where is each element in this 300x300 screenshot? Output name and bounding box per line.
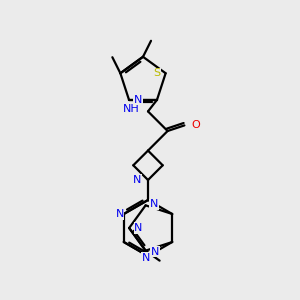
Text: N: N: [151, 247, 159, 257]
Text: N: N: [142, 253, 150, 263]
Text: N: N: [134, 95, 142, 105]
Text: N: N: [150, 199, 158, 209]
Text: S: S: [154, 68, 160, 78]
Text: N: N: [133, 175, 141, 185]
Text: N: N: [116, 209, 124, 219]
Text: N: N: [134, 223, 142, 233]
Text: NH: NH: [123, 104, 140, 114]
Text: O: O: [191, 120, 200, 130]
